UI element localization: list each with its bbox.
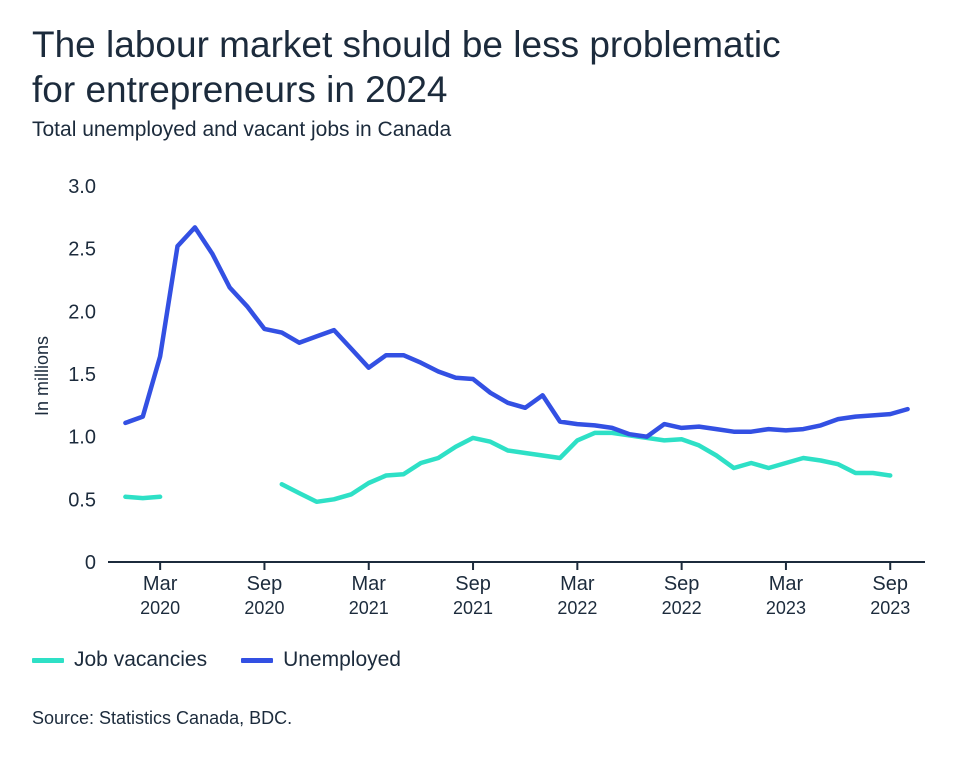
y-tick-label: 3.0	[68, 176, 96, 198]
series-line-unemployed	[123, 225, 910, 439]
x-tick-label-month: Mar	[769, 573, 804, 595]
legend-swatch-unemployed	[241, 657, 274, 663]
y-tick-label: 2.5	[68, 239, 96, 261]
legend-label-unemployed: Unemployed	[283, 648, 401, 671]
y-axis-title: In millions	[32, 336, 52, 416]
x-tick-label-month: Mar	[143, 573, 178, 595]
x-tick-label-year: 2022	[662, 598, 702, 618]
x-tick-label-year: 2022	[557, 598, 597, 618]
chart-subtitle: Total unemployed and vacant jobs in Cana…	[32, 118, 452, 141]
x-tick-label-month: Sep	[664, 573, 700, 595]
x-tick-label-year: 2020	[140, 598, 180, 618]
line-chart: 0 0.5 1.0 1.5 2.0 2.5 3.0 In millions Mar 2020 Sep…	[32, 176, 925, 618]
y-tick-label: 1.0	[68, 427, 96, 449]
legend-item-unemployed: Unemployed	[241, 648, 401, 672]
chart-title: The labour market should be less problem…	[32, 22, 932, 112]
chart-title-line2: for entrepreneurs in 2024	[32, 69, 448, 110]
y-tick-label: 1.5	[68, 364, 96, 386]
x-tick-label-year: 2021	[453, 598, 493, 618]
x-tick-label-month: Sep	[872, 573, 908, 595]
series-line-job-vacancies	[123, 494, 163, 501]
x-tick-label-year: 2020	[244, 598, 284, 618]
x-tick-label-year: 2021	[349, 598, 389, 618]
chart-title-line1: The labour market should be less problem…	[32, 24, 781, 65]
legend-swatch-job-vacancies	[32, 657, 64, 663]
x-tick-label-month: Mar	[560, 573, 595, 595]
x-tick-label-month: Sep	[455, 573, 491, 595]
x-tick-label-month: Mar	[352, 573, 387, 595]
x-tick-label-month: Sep	[247, 573, 283, 595]
y-tick-label: 0.5	[68, 489, 96, 511]
y-tick-label: 2.0	[68, 301, 96, 323]
legend: Job vacancies Unemployed	[32, 648, 435, 672]
x-tick-label-year: 2023	[766, 598, 806, 618]
legend-label-job-vacancies: Job vacancies	[74, 648, 208, 671]
legend-item-job-vacancies: Job vacancies	[32, 648, 207, 672]
x-tick-label-year: 2023	[870, 598, 910, 618]
y-tick-label: 0	[85, 552, 96, 574]
series-line-job-vacancies	[279, 430, 893, 505]
source-note: Source: Statistics Canada, BDC.	[32, 708, 293, 728]
